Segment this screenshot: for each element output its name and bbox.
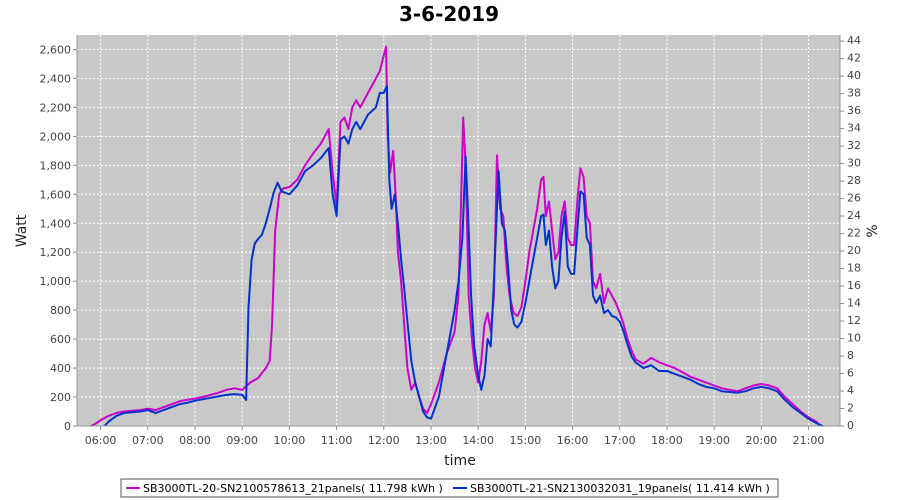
y-tick-label: 1,200 (40, 246, 72, 259)
x-tick-label: 11:00 (321, 434, 353, 447)
x-axis-label: time (444, 453, 476, 469)
y2-tick-label: 0 (847, 419, 854, 432)
y-axis-ticks: 0 200 400 600 800 1,000 1,200 1,400 1,600 1,800 2,… (40, 43, 77, 433)
x-tick-label: 14:00 (462, 434, 494, 447)
y-tick-label: 1,800 (40, 159, 72, 172)
y2-tick-label: 14 (847, 297, 861, 310)
grid (77, 35, 840, 427)
series-line-2 (103, 84, 824, 427)
y2-tick-label: 2 (847, 402, 854, 415)
y2-tick-label: 22 (847, 227, 861, 240)
y2-tick-label: 32 (847, 139, 861, 152)
legend-label-2: SB3000TL-21-SN2130032031_19panels( 11.41… (470, 482, 770, 495)
y2-tick-label: 12 (847, 314, 861, 327)
x-tick-label: 17:00 (604, 434, 636, 447)
y-tick-label: 2,400 (40, 72, 72, 85)
y2-tick-label: 44 (847, 34, 861, 47)
y2-tick-label: 38 (847, 87, 861, 100)
x-tick-label: 19:00 (698, 434, 730, 447)
y2-tick-label: 18 (847, 262, 861, 275)
y2-tick-label: 10 (847, 332, 861, 345)
legend-box (120, 478, 779, 498)
x-tick-label: 15:00 (510, 434, 542, 447)
y-tick-label: 1,000 (40, 275, 72, 288)
y-tick-label: 600 (50, 333, 71, 346)
x-axis-ticks: 06:00 07:00 08:00 09:00 10:00 11:00 12:00 13:00… (85, 426, 825, 447)
y-tick-label: 2,600 (40, 43, 72, 56)
y2-tick-label: 4 (847, 384, 854, 397)
x-tick-label: 16:00 (557, 434, 589, 447)
y2-tick-label: 42 (847, 52, 861, 65)
y-tick-label: 200 (50, 391, 71, 404)
y2-tick-label: 24 (847, 209, 861, 222)
y2-axis-label: % (865, 224, 881, 237)
x-tick-label: 18:00 (651, 434, 683, 447)
series-line-1 (90, 45, 822, 427)
x-tick-label: 20:00 (745, 434, 777, 447)
y2-tick-label: 34 (847, 122, 861, 135)
y2-tick-label: 6 (847, 367, 854, 380)
y-tick-label: 1,400 (40, 217, 72, 230)
y2-tick-label: 8 (847, 349, 854, 362)
y2-tick-label: 40 (847, 69, 861, 82)
x-tick-label: 06:00 (85, 434, 117, 447)
y2-tick-label: 20 (847, 244, 861, 257)
x-tick-label: 10:00 (274, 434, 306, 447)
legend-label-1: SB3000TL-20-SN2100578613_21panels( 11.79… (143, 482, 443, 495)
x-tick-label: 12:00 (368, 434, 400, 447)
y-tick-label: 2,200 (40, 101, 72, 114)
chart-title: 3-6-2019 (399, 2, 499, 26)
y2-tick-label: 16 (847, 279, 861, 292)
y-tick-label: 2,000 (40, 130, 72, 143)
y2-tick-label: 28 (847, 174, 861, 187)
y-axis-label: Watt (14, 214, 30, 247)
y-tick-label: 0 (64, 420, 71, 433)
series-layer (90, 45, 824, 427)
legend: SB3000TL-20-SN2100578613_21panels( 11.79… (120, 478, 779, 498)
x-tick-label: 21:00 (793, 434, 825, 447)
y2-tick-label: 36 (847, 104, 861, 117)
x-tick-label: 08:00 (179, 434, 211, 447)
y2-tick-label: 30 (847, 157, 861, 170)
x-tick-label: 13:00 (415, 434, 447, 447)
plot-area (77, 35, 840, 426)
x-tick-label: 07:00 (132, 434, 164, 447)
y-tick-label: 800 (50, 304, 71, 317)
y-tick-label: 400 (50, 362, 71, 375)
y2-axis-ticks: 0246810121416182022242628303234363840424… (840, 34, 861, 432)
y-tick-label: 1,600 (40, 188, 72, 201)
x-tick-label: 09:00 (226, 434, 258, 447)
y2-tick-label: 26 (847, 192, 861, 205)
